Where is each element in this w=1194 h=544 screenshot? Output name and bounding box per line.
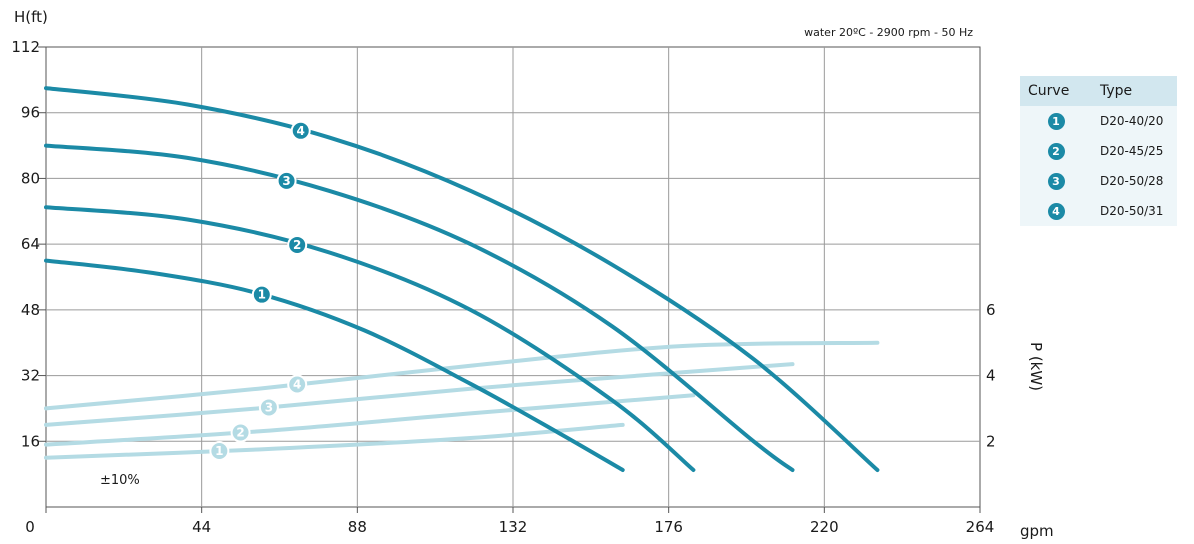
x-tick-label: 0 (25, 518, 35, 536)
power-curve-label-1: 1 (209, 441, 230, 462)
power-curve-1 (44, 422, 625, 460)
legend-header-row: Curve Type (1020, 76, 1177, 106)
head-curve-label-2: 2 (287, 234, 308, 255)
y2-tick-label: 2 (986, 432, 996, 450)
curve-badge-number: 2 (293, 238, 301, 252)
power-curve-4 (44, 340, 880, 411)
curve-badge-circle (276, 170, 297, 191)
x-tick-label: 44 (192, 518, 211, 536)
curve-legend-table: Curve Type 1 D20-40/20 2 D20-45/25 3 D20… (1020, 76, 1177, 226)
power-curve-label-3: 3 (258, 397, 279, 418)
legend-header-type: Type (1092, 76, 1177, 106)
curve-badge-circle (209, 441, 230, 462)
curve-badge-circle (230, 422, 251, 443)
curve-badge-number: 1 (215, 444, 223, 458)
y-tick-label: 112 (11, 38, 40, 56)
y2-tick-label: 6 (986, 301, 996, 319)
legend-row: 3 D20-50/28 (1020, 166, 1177, 196)
curve-badge-number: 1 (258, 288, 266, 302)
x-tick-label: 264 (966, 518, 995, 536)
curve-badge-circle (258, 397, 279, 418)
curve-badge-circle (287, 374, 308, 395)
tolerance-note: ±10% (100, 473, 140, 488)
curve-badge-number: 2 (236, 426, 244, 440)
head-curves (44, 86, 880, 472)
curve-number-badge: 3 (1047, 172, 1065, 190)
curve-number-badge: 4 (1047, 202, 1065, 220)
legend-type: D20-40/20 (1100, 114, 1164, 128)
x-axis-unit: gpm (1020, 522, 1054, 540)
curve-badge-number: 4 (297, 124, 305, 138)
head-curve-label-1: 1 (251, 284, 272, 305)
head-curve-3 (44, 143, 795, 472)
curve-badge-circle (290, 120, 311, 141)
power-curve-2 (44, 393, 696, 447)
curve-number-badge: 2 (1047, 142, 1065, 160)
y-tick-label: 80 (21, 169, 40, 187)
curve-badge-circle (251, 284, 272, 305)
y-tick-label: 16 (21, 432, 40, 450)
legend-header-curve: Curve (1020, 76, 1092, 106)
legend-type: D20-50/31 (1100, 204, 1164, 218)
curve-badge-number: 4 (293, 377, 301, 391)
head-curve-4 (44, 86, 880, 472)
grid-lines (38, 46, 981, 513)
power-curve-label-4: 4 (287, 374, 308, 395)
legend-row: 1 D20-40/20 (1020, 106, 1177, 136)
y2-axis-title: P (kW) (1027, 342, 1045, 391)
power-curves (44, 340, 880, 460)
legend-row: 2 D20-45/25 (1020, 136, 1177, 166)
x-tick-label: 88 (348, 518, 367, 536)
legend-row: 4 D20-50/31 (1020, 196, 1177, 226)
y2-tick-label: 4 (986, 367, 996, 385)
curve-badge-number: 3 (265, 400, 273, 414)
y-tick-label: 64 (21, 235, 40, 253)
head-curve-label-4: 4 (290, 120, 311, 141)
curve-badge-circle (287, 234, 308, 255)
y-axis-title: H(ft) (14, 8, 48, 26)
y-tick-label: 32 (21, 367, 40, 385)
legend-type: D20-50/28 (1100, 174, 1164, 188)
legend-type: D20-45/25 (1100, 144, 1164, 158)
curve-number-badge: 1 (1047, 112, 1065, 130)
power-curve-3 (44, 362, 795, 427)
y-tick-label: 48 (21, 301, 40, 319)
test-condition-note: water 20ºC - 2900 rpm - 50 Hz (804, 26, 973, 39)
curve-badge-number: 3 (282, 174, 290, 188)
x-tick-label: 220 (810, 518, 839, 536)
head-curve-1 (44, 258, 625, 472)
head-curve-2 (44, 205, 696, 472)
power-curve-label-2: 2 (230, 422, 251, 443)
x-tick-label: 176 (654, 518, 683, 536)
x-tick-label: 132 (499, 518, 528, 536)
head-curve-label-3: 3 (276, 170, 297, 191)
y-tick-label: 96 (21, 104, 40, 122)
